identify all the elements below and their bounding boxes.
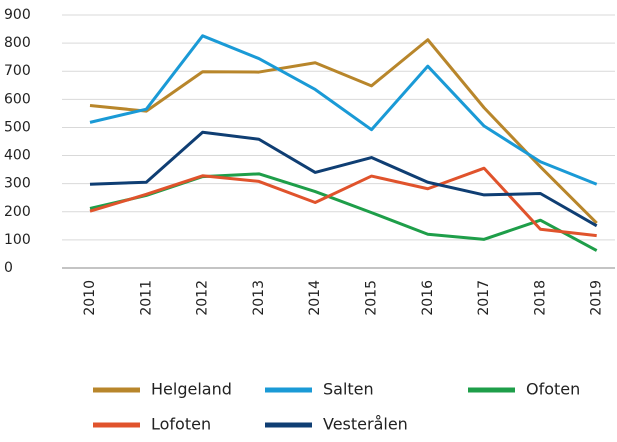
y-tick-label: 600	[4, 91, 31, 107]
y-tick-label: 200	[4, 204, 31, 220]
x-tick-label: 2012	[195, 280, 211, 316]
legend-label: Vesterålen	[323, 415, 408, 434]
series-line	[89, 166, 597, 238]
y-tick-label: 0	[4, 260, 13, 276]
x-tick-label: 2018	[532, 280, 548, 316]
legend-label: Salten	[323, 380, 374, 399]
legend-label: Lofoten	[151, 415, 211, 434]
legend-label: Helgeland	[151, 380, 232, 399]
y-tick-label: 700	[4, 63, 31, 79]
series-line	[89, 34, 598, 186]
y-tick-label: 500	[4, 119, 31, 135]
legend-label: Ofoten	[526, 380, 580, 399]
y-tick-label: 400	[4, 148, 31, 164]
x-tick-label: 2011	[138, 280, 154, 316]
x-tick-label: 2019	[589, 280, 605, 316]
series-line	[89, 130, 598, 228]
y-tick-label: 900	[4, 7, 31, 23]
x-tick-label: 2017	[476, 280, 492, 316]
y-tick-label: 300	[4, 176, 31, 192]
x-tick-label: 2010	[82, 280, 98, 316]
y-tick-label: 800	[4, 35, 31, 51]
x-tick-label: 2013	[251, 280, 267, 316]
series-line	[89, 38, 598, 225]
x-tick-label: 2015	[364, 280, 380, 316]
y-tick-label: 100	[4, 232, 31, 248]
x-tick-label: 2014	[307, 280, 323, 316]
x-tick-label: 2016	[420, 280, 436, 316]
